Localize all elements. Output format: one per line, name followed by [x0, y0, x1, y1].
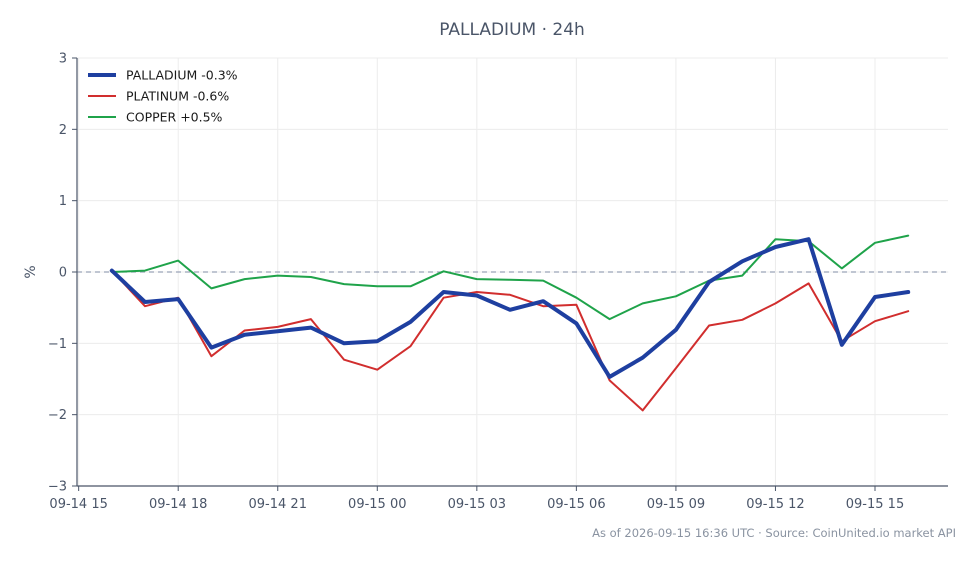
x-tick-label: 09-14 15	[49, 497, 107, 512]
x-tick-label: 09-15 15	[846, 497, 904, 512]
y-axis-ticks: 3 2 1 0 −1 −2 −3	[48, 52, 77, 495]
series-line-copper	[110, 234, 910, 321]
x-tick-label: 09-15 03	[448, 497, 506, 512]
y-tick-label: 1	[59, 194, 67, 209]
x-tick-label: 09-14 18	[149, 497, 207, 512]
y-tick-label: −3	[48, 480, 67, 495]
y-tick-label: 3	[59, 52, 67, 67]
legend-label: PLATINUM -0.6%	[126, 89, 229, 104]
series-line-platinum	[110, 269, 910, 412]
x-tick-label: 09-14 21	[249, 497, 307, 512]
x-tick-label: 09-15 12	[746, 497, 804, 512]
x-tick-label: 09-15 00	[348, 497, 406, 512]
legend: PALLADIUM -0.3% PLATINUM -0.6% COPPER +0.5…	[88, 68, 238, 125]
y-axis-label: %	[23, 265, 39, 278]
series-lines	[109, 234, 911, 412]
series-line-palladium	[109, 237, 911, 379]
y-tick-label: 0	[59, 266, 67, 281]
source-footnote: As of 2026-09-15 16:36 UTC · Source: Coi…	[592, 526, 956, 540]
legend-label: PALLADIUM -0.3%	[126, 68, 238, 83]
x-tick-label: 09-15 09	[647, 497, 705, 512]
legend-label: COPPER +0.5%	[126, 110, 223, 125]
chart-title: PALLADIUM · 24h	[439, 20, 585, 40]
y-tick-label: −1	[48, 337, 67, 352]
y-tick-label: 2	[59, 123, 67, 138]
y-tick-label: −2	[48, 408, 67, 423]
x-axis-ticks: 09-14 15 09-14 18 09-14 21 09-15 00 09-15 03…	[49, 486, 904, 512]
x-tick-label: 09-15 06	[547, 497, 605, 512]
